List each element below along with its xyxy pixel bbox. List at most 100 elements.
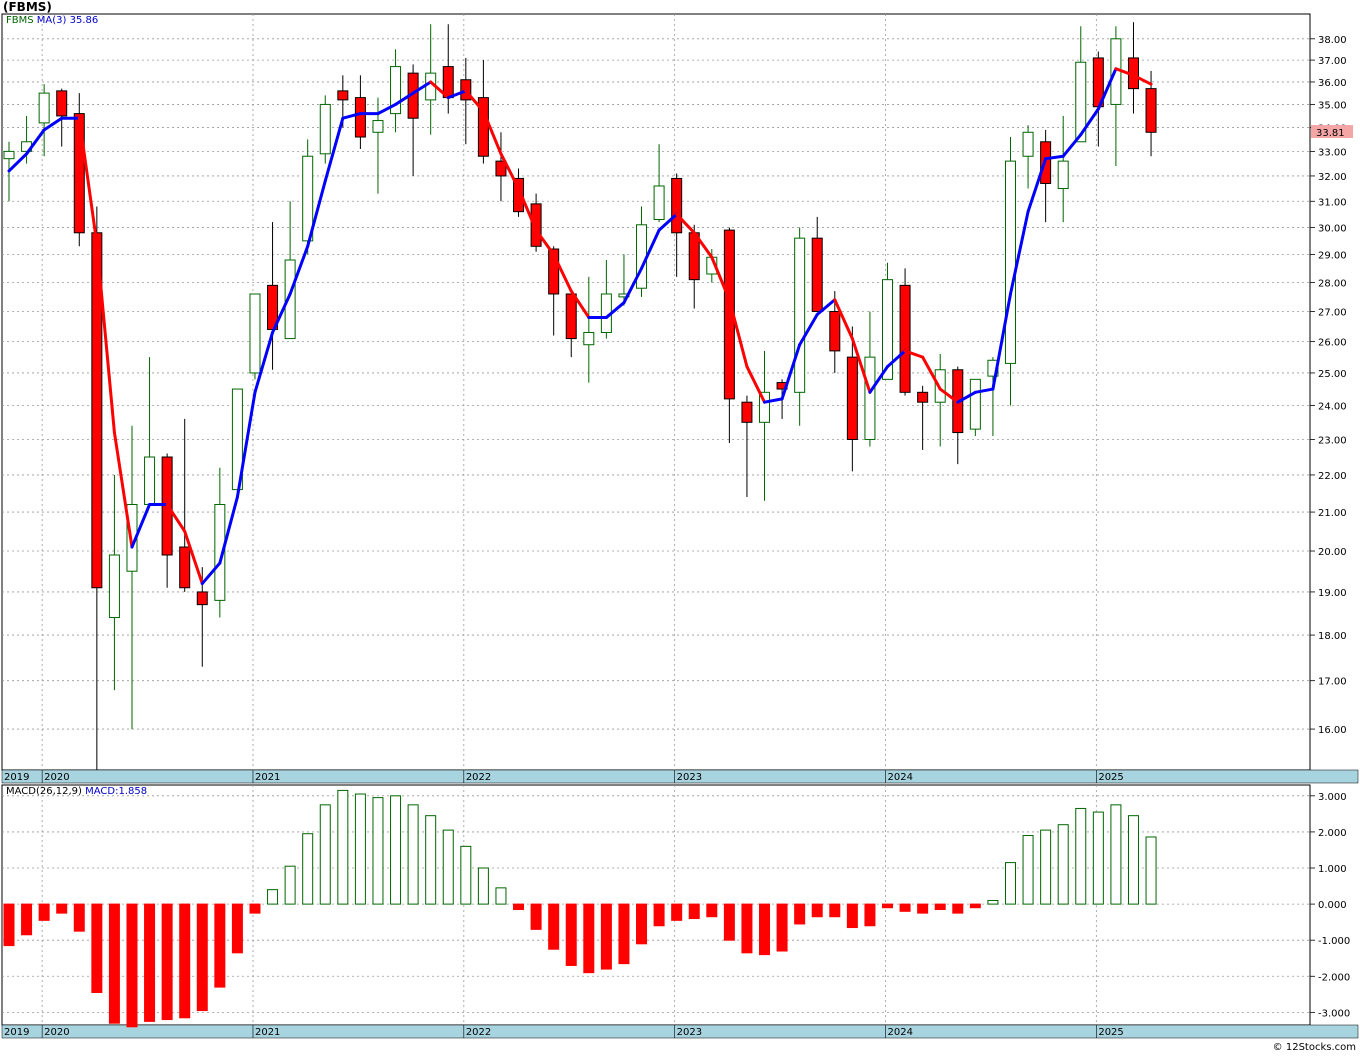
macd-bar	[759, 903, 771, 956]
ma-segment	[25, 128, 46, 156]
y-tick-label: 38.00	[1318, 35, 1347, 46]
y-tick-label: 22.00	[1318, 471, 1347, 482]
macd-bar	[284, 865, 296, 905]
macd-bar	[618, 903, 630, 965]
candle-body	[214, 504, 226, 601]
macd-bar	[899, 903, 911, 912]
macd-bar	[1092, 811, 1104, 905]
y-tick-label: 18.00	[1318, 631, 1347, 642]
candle-body	[917, 391, 929, 403]
macd-y-tick-label: -3.000	[1318, 1008, 1350, 1019]
macd-y-tick-label: 1.000	[1318, 864, 1347, 875]
ma-legend-label: MA(3)	[36, 15, 67, 26]
ma-segment	[288, 244, 310, 296]
ma-segment	[552, 252, 573, 293]
ma-segment	[306, 179, 327, 248]
ma-segment	[780, 343, 802, 401]
y-tick-label: 16.00	[1318, 725, 1347, 736]
ma-segment	[517, 187, 538, 232]
x-tick-label-lower: 2022	[466, 1027, 491, 1038]
chart-title: (FBMS)	[3, 0, 52, 14]
ma-segment	[657, 212, 679, 232]
ma-segment	[183, 529, 204, 586]
macd-bar	[706, 903, 718, 918]
macd-bar	[671, 903, 683, 921]
candle-body	[3, 150, 15, 160]
macd-legend: MACD(26,12,9) MACD:1.858	[6, 786, 147, 797]
x-tick-label-lower: 2024	[888, 1027, 913, 1038]
y-tick-label: 37.00	[1318, 56, 1347, 67]
macd-bar	[969, 903, 981, 909]
x-tick-label-lower: 2019	[4, 1027, 29, 1038]
ma-segment	[376, 102, 398, 116]
macd-bar	[442, 829, 454, 905]
macd-bar	[390, 795, 402, 905]
candle-body	[1022, 131, 1034, 157]
ma-segment	[1079, 107, 1100, 137]
ma-segment	[235, 390, 257, 499]
ma-segment	[850, 337, 872, 394]
y-tick-label: 23.00	[1318, 435, 1347, 446]
candle-body	[144, 456, 156, 506]
date-axis-band-lower	[1, 1024, 1359, 1039]
ma-segment	[464, 89, 485, 113]
macd-y-tick-label: -1.000	[1318, 936, 1350, 947]
macd-bar	[425, 815, 437, 905]
x-tick-label: 2019	[4, 772, 29, 783]
y-tick-label: 19.00	[1318, 588, 1347, 599]
macd-bar	[653, 903, 665, 927]
ma-segment	[640, 228, 661, 270]
y-tick-label: 30.00	[1318, 223, 1347, 234]
macd-bar	[354, 793, 366, 905]
ma-segment	[692, 231, 714, 259]
ma-segment	[938, 387, 960, 404]
candle-body	[372, 120, 384, 133]
ma-segment	[200, 561, 222, 586]
candles-group	[3, 22, 1157, 770]
candle-body	[73, 113, 85, 234]
macd-bar	[1145, 836, 1157, 905]
macd-bar	[1127, 815, 1139, 905]
ma-segment	[446, 89, 468, 100]
credit-text: © 12Stocks.com	[1272, 1042, 1356, 1053]
macd-bar	[196, 903, 208, 1012]
ma-segment	[622, 266, 644, 305]
ma-segment	[763, 397, 784, 404]
y-tick-label: 35.00	[1318, 100, 1347, 111]
ma-segment	[429, 80, 450, 100]
ma-segment	[833, 298, 854, 341]
x-tick-label-lower: 2025	[1098, 1027, 1123, 1038]
ma-segment	[973, 387, 995, 394]
ma-segment	[710, 255, 731, 302]
candle-body	[179, 546, 191, 589]
ma-segment	[77, 116, 99, 246]
x-tick-label: 2020	[44, 772, 69, 783]
candle-body	[1075, 61, 1087, 143]
candle-body	[759, 391, 771, 423]
macd-bar	[723, 903, 735, 941]
macd-bar	[600, 903, 612, 970]
ma-legend-value: 35.86	[69, 15, 99, 26]
candle-body	[284, 259, 296, 340]
ma-segment	[1008, 210, 1030, 296]
ma-segment	[903, 349, 925, 359]
x-tick-label-lower: 2021	[255, 1027, 280, 1038]
ma-segment	[165, 503, 187, 533]
ma-line-group	[7, 67, 1153, 586]
ma-segment	[868, 365, 889, 394]
x-tick-label-lower: 2020	[44, 1027, 69, 1038]
price-panel-frame	[1, 13, 1311, 771]
macd-bar	[583, 903, 595, 974]
macd-bar	[776, 903, 788, 952]
macd-bar	[38, 903, 50, 921]
ma-segment	[1096, 67, 1118, 111]
ma-segment	[95, 242, 116, 435]
y-tick-label: 24.00	[1318, 402, 1347, 413]
ma-segment	[341, 112, 362, 120]
ma-segment	[1061, 133, 1083, 158]
candle-body	[794, 237, 806, 393]
macd-bar	[302, 833, 314, 905]
macd-bar	[126, 903, 138, 1028]
y-tick-label: 26.00	[1318, 338, 1347, 349]
